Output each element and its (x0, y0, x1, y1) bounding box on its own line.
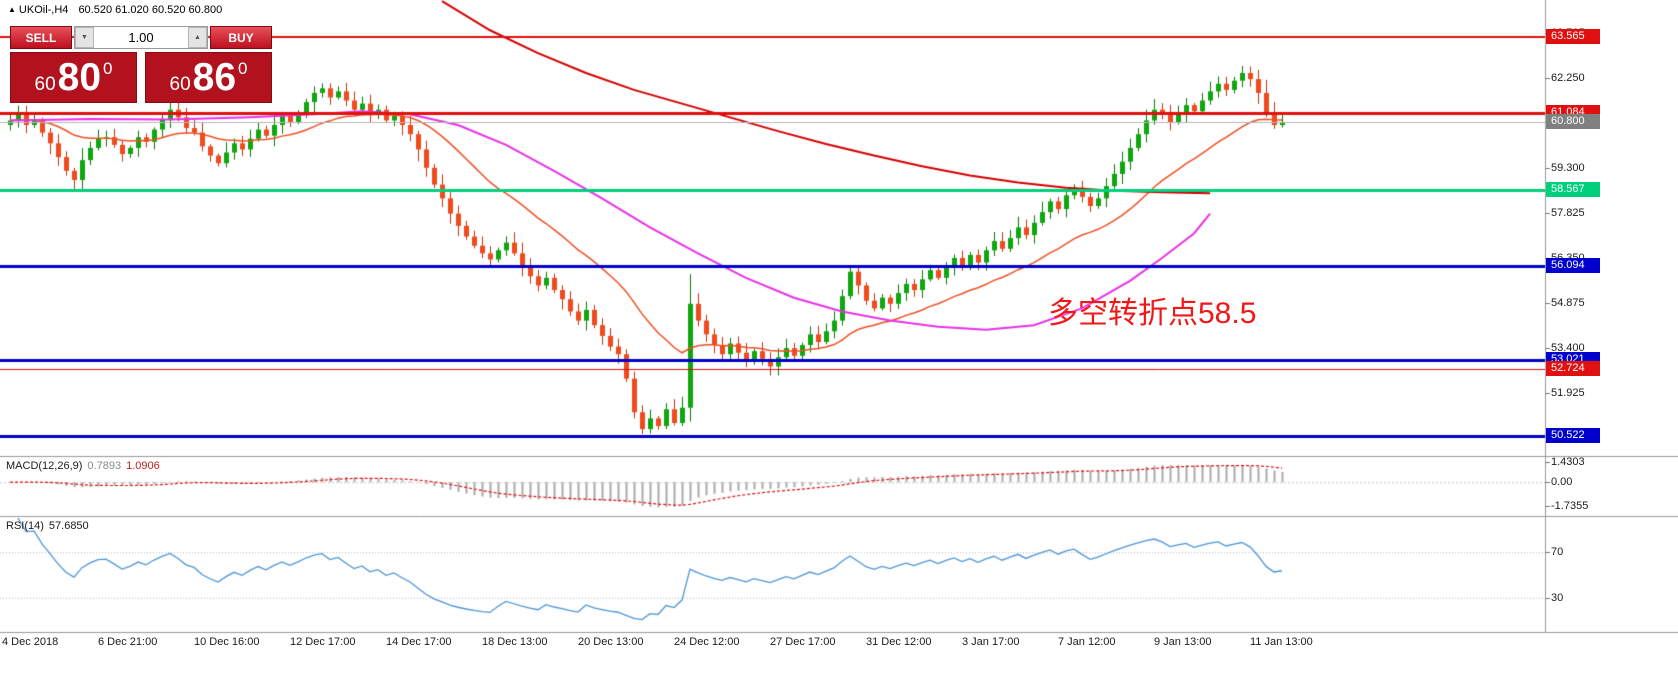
date-label: 18 Dec 13:00 (482, 636, 548, 648)
chart-annotation-text: 多空转折点58.5 (1048, 297, 1257, 330)
rsi-value: 57.6850 (48, 520, 89, 532)
date-label: 9 Jan 13:00 (1154, 636, 1212, 648)
one-click-trading-panel: SELL ▼ 1.00 ▲ BUY 60 80 0 60 86 0 (10, 26, 272, 103)
buy-button[interactable]: BUY (210, 26, 272, 49)
date-label: 7 Jan 12:00 (1058, 636, 1116, 648)
sell-price-prefix: 60 (34, 73, 56, 95)
date-label: 11 Jan 13:00 (1250, 636, 1313, 648)
rsi-name: RSI(14) (6, 520, 44, 532)
date-label: 31 Dec 12:00 (866, 636, 932, 648)
volume-decrease-button[interactable]: ▼ (75, 27, 94, 48)
buy-price-big: 86 (192, 56, 237, 99)
sell-price-display[interactable]: 60 80 0 (10, 52, 137, 103)
sell-price-pip: 0 (103, 58, 113, 78)
axis-tick-label: 30 (1551, 591, 1564, 604)
axis-tick-label: 0.00 (1551, 476, 1573, 489)
symbol-arrow-icon: ▲ (8, 5, 16, 14)
volume-value[interactable]: 1.00 (128, 30, 154, 45)
date-label: 10 Dec 16:00 (194, 636, 260, 648)
buy-price-display[interactable]: 60 86 0 (145, 52, 272, 103)
time-scale[interactable]: 4 Dec 2018 6 Dec 21:00 10 Dec 16:00 12 Dec … (0, 636, 1678, 656)
sell-button[interactable]: SELL (10, 26, 72, 49)
price-line-badge: 58.567 (1546, 182, 1600, 198)
date-label: 4 Dec 2018 (2, 636, 59, 648)
axis-tick-label: 62.250 (1551, 71, 1585, 84)
price-line-badge: 56.094 (1546, 257, 1600, 273)
axis-tick-label: 54.875 (1551, 297, 1585, 310)
axis-tick-label: 1.4303 (1551, 456, 1585, 469)
axis-tick-label: 70 (1551, 546, 1564, 559)
axis-tick-label: 59.300 (1551, 161, 1585, 174)
axis-tick-label: -1.7355 (1551, 500, 1589, 513)
macd-signal-value: 1.0906 (126, 460, 160, 472)
volume-stepper[interactable]: ▼ 1.00 ▲ (74, 26, 208, 49)
volume-increase-button[interactable]: ▲ (188, 27, 207, 48)
date-label: 3 Jan 17:00 (962, 636, 1020, 648)
price-line-badge: 50.522 (1546, 428, 1600, 444)
chart-title: ▲ UKOil-,H4 60.520 61.020 60.520 60.800 (8, 4, 222, 16)
sell-price-big: 80 (57, 56, 102, 99)
axis-tick-label: 57.825 (1551, 206, 1585, 219)
price-scale[interactable]: 63.72562.25059.30057.82556.35054.87553.4… (1546, 0, 1678, 656)
price-line-badge: 52.724 (1546, 360, 1600, 376)
buy-price-pip: 0 (238, 58, 248, 78)
price-line-badge: 60.800 (1546, 113, 1600, 129)
date-label: 6 Dec 21:00 (98, 636, 158, 648)
symbol-name: UKOil-,H4 (18, 4, 69, 16)
buy-price-prefix: 60 (169, 73, 191, 95)
rsi-indicator-label: RSI(14) 57.6850 (6, 520, 89, 532)
date-label: 24 Dec 12:00 (674, 636, 740, 648)
price-line-badge: 63.565 (1546, 29, 1600, 45)
date-label: 20 Dec 13:00 (578, 636, 644, 648)
date-label: 12 Dec 17:00 (290, 636, 356, 648)
date-label: 14 Dec 17:00 (386, 636, 452, 648)
macd-value: 0.7893 (87, 460, 122, 472)
ohlc-readout: 60.520 61.020 60.520 60.800 (78, 4, 223, 16)
axis-tick-label: 51.925 (1551, 387, 1585, 400)
macd-indicator-label: MACD(12,26,9) 0.7893 1.0906 (6, 460, 160, 472)
axis-tick-label: 53.400 (1551, 342, 1585, 355)
macd-name: MACD(12,26,9) (6, 460, 83, 472)
date-label: 27 Dec 17:00 (770, 636, 836, 648)
